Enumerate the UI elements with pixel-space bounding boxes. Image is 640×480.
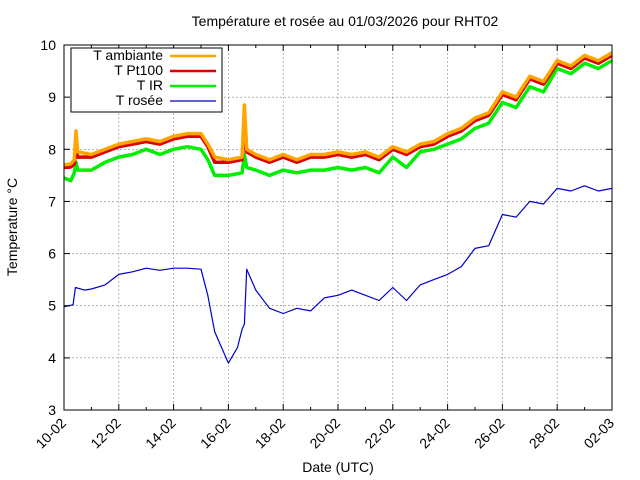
chart-title: Température et rosée au 01/03/2026 pour …	[192, 13, 499, 29]
x-tick-label: 28-02	[526, 415, 563, 452]
series-layer	[63, 51, 613, 364]
y-tick-label: 9	[48, 89, 56, 105]
legend-label: T ambiante	[93, 47, 163, 63]
x-tick-label: 22-02	[361, 415, 398, 452]
legend-label: T Pt100	[114, 62, 163, 78]
x-tick-label: 26-02	[471, 415, 508, 452]
y-tick-label: 6	[48, 246, 56, 262]
x-tick-label: 24-02	[416, 415, 453, 452]
y-axis-ticks: 3 4 5 6 7 8 9 10	[40, 37, 612, 418]
grid-lines	[64, 45, 612, 410]
x-axis-label: Date (UTC)	[302, 459, 374, 475]
y-tick-label: 8	[48, 141, 56, 157]
series-line-t-ros-e	[63, 185, 613, 364]
series-line-t-ir	[63, 59, 613, 183]
y-axis-label: Temperature °C	[4, 178, 20, 276]
series-line-t-pt100	[63, 53, 613, 170]
x-tick-label: 12-02	[87, 415, 124, 452]
legend-label: T IR	[137, 77, 163, 93]
x-tick-label: 16-02	[197, 415, 234, 452]
x-tick-label: 18-02	[252, 415, 289, 452]
x-tick-label: 20-02	[306, 415, 343, 452]
x-tick-label: 02-03	[580, 415, 617, 452]
y-tick-label: 10	[40, 37, 56, 53]
x-tick-label: 14-02	[142, 415, 179, 452]
y-tick-label: 4	[48, 350, 56, 366]
y-tick-label: 7	[48, 193, 56, 209]
series-line-t-ambiante	[63, 51, 613, 167]
legend-label: T rosée	[116, 92, 163, 108]
y-tick-label: 3	[48, 402, 56, 418]
x-tick-label: 10-02	[32, 415, 69, 452]
y-tick-label: 5	[48, 298, 56, 314]
